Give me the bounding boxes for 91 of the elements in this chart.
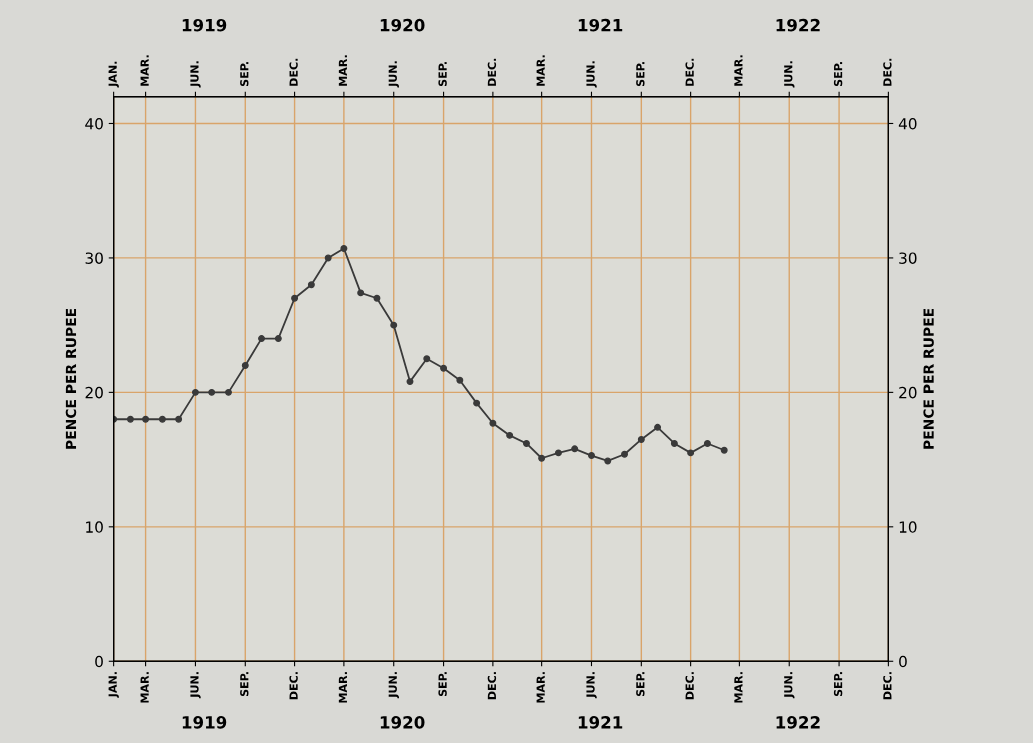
x-tick-label: MAR. (140, 55, 149, 86)
point (423, 355, 431, 363)
point (291, 294, 299, 302)
y-tick-label: 30 (85, 252, 103, 264)
point (588, 452, 595, 460)
point (571, 445, 579, 453)
point (225, 388, 232, 396)
x2-tick-label: MAR. (734, 672, 743, 703)
y2-axis-title: PENCE PER RUPEE (923, 308, 934, 449)
text: 1920 (380, 18, 425, 32)
x-tick-label: SEP. (636, 62, 645, 87)
x2-tick-label: MAR. (338, 672, 347, 703)
y-tick-label: 20 (85, 386, 103, 399)
point (390, 321, 398, 329)
text: 1920 (380, 716, 425, 729)
x-tick-label: DEC. (487, 58, 497, 86)
point (538, 454, 546, 462)
x2-tick-label: DEC. (487, 672, 497, 700)
x2-tick-label: JUN. (388, 672, 400, 699)
point (637, 435, 645, 443)
x-tick-label: JUN. (586, 61, 597, 88)
point (703, 439, 711, 447)
text: 1921 (578, 18, 623, 32)
x-tick-label: SEP. (240, 62, 249, 87)
point (373, 294, 381, 302)
point (522, 439, 530, 447)
y2-tick-label: 10 (899, 521, 917, 533)
point (158, 415, 166, 423)
x2-tick-label: MAR. (140, 672, 149, 703)
point (340, 245, 348, 252)
x2-tick-label: DEC. (685, 672, 694, 700)
x-tick-label: MAR. (734, 55, 743, 86)
x2-tick-label: SEP. (438, 672, 447, 697)
y2-tick-label: 30 (899, 252, 917, 264)
x-tick-label: JUN. (388, 61, 400, 88)
point (654, 423, 662, 431)
x-tick-label: JUN. (190, 61, 201, 88)
x-tick-label: SEP. (438, 62, 447, 87)
point (126, 415, 134, 423)
x-tick-label: DEC. (685, 58, 694, 86)
x2-tick-label: JAN. (108, 672, 119, 698)
y-axis-title: PENCE PER RUPEE (65, 308, 77, 449)
point (142, 415, 150, 423)
x-tick-label: MAR. (338, 55, 347, 86)
y2-tick-label: 40 (898, 117, 917, 130)
text: 1922 (776, 716, 820, 729)
x-tick-label: MAR. (536, 55, 545, 86)
x-tick-label: DEC. (289, 58, 298, 86)
x2-tick-label: JUN. (586, 672, 597, 699)
y2-tick-label: 0 (899, 655, 907, 668)
text: 1922 (776, 18, 820, 32)
x2-tick-label: MAR. (536, 672, 545, 703)
point (258, 335, 266, 343)
point (473, 399, 481, 407)
point (554, 449, 562, 457)
y-tick-label: 40 (85, 117, 103, 130)
point (687, 449, 695, 457)
x2-tick-label: SEP. (833, 672, 843, 697)
x-tick-label: JAN. (108, 61, 119, 88)
point (621, 450, 629, 458)
x-tick-label: JUN. (784, 61, 795, 88)
point (440, 364, 448, 372)
point (307, 281, 315, 289)
point (456, 376, 464, 384)
point (175, 415, 183, 423)
point (208, 388, 216, 396)
point (357, 289, 365, 297)
point (720, 446, 728, 454)
x2-tick-label: SEP. (240, 672, 249, 697)
x-tick-label: DEC. (883, 58, 892, 86)
x2-tick-label: JUN. (190, 672, 201, 699)
x2-tick-label: JUN. (784, 672, 795, 699)
x2-tick-label: DEC. (289, 672, 298, 700)
point (324, 254, 332, 262)
point (604, 457, 612, 465)
x2-tick-label: SEP. (636, 672, 645, 697)
x2-tick-label: DEC. (883, 672, 892, 700)
text: 1919 (182, 18, 227, 32)
text: 1921 (578, 716, 623, 729)
y-tick-label: 0 (95, 655, 103, 668)
point (191, 388, 199, 396)
text: 1919 (182, 716, 227, 729)
point (241, 362, 249, 369)
point (489, 419, 497, 427)
point (274, 335, 282, 343)
point (506, 431, 514, 439)
point (406, 378, 414, 386)
y2-tick-label: 20 (899, 386, 917, 399)
x-tick-label: SEP. (833, 62, 843, 87)
y-tick-label: 10 (86, 521, 103, 533)
point (670, 439, 678, 447)
